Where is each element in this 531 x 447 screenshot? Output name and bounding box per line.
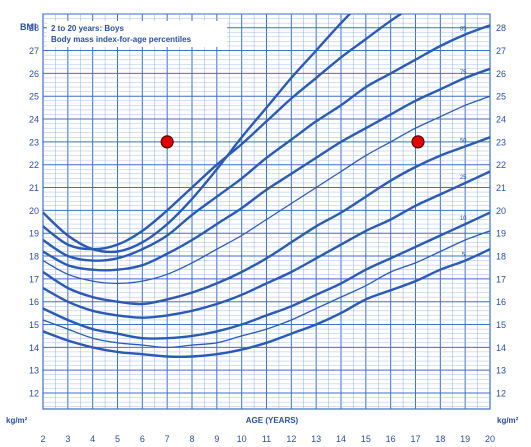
y-tick-label-right: 27 xyxy=(496,46,506,56)
y-tick-label-right: 25 xyxy=(496,92,506,102)
y-tick-label-left: 17 xyxy=(29,274,39,284)
percentile-curves xyxy=(43,14,490,358)
percentile-curve-25 xyxy=(43,170,490,319)
percentile-curve-50 xyxy=(43,136,490,306)
x-tick-label: 3 xyxy=(65,434,70,444)
x-tick-label: 14 xyxy=(336,434,346,444)
x-tick-label: 4 xyxy=(90,434,95,444)
percentile-curve-10 xyxy=(43,211,490,340)
chart-subtitle: Body mass index-for-age percentiles xyxy=(51,35,192,44)
x-tick-label: 15 xyxy=(361,434,371,444)
percentile-curve-90 xyxy=(43,14,404,251)
y-tick-label-right: 17 xyxy=(496,274,506,284)
y-tick-label-left: 20 xyxy=(29,206,39,216)
y-tick-label-right: 16 xyxy=(496,297,506,307)
y-tick-label-left: 13 xyxy=(29,366,39,376)
data-point-marker-2 xyxy=(411,135,425,149)
x-tick-label: 13 xyxy=(311,434,321,444)
curve-label-5: 5 xyxy=(461,253,465,259)
x-tick-label: 5 xyxy=(115,434,120,444)
x-tick-label: 7 xyxy=(165,434,170,444)
y-tick-label-right: 15 xyxy=(496,320,506,330)
y-tick-label-right: 26 xyxy=(496,69,506,79)
y-tick-labels-right: 12 13 14 15 16 17 18 19 20 21 22 23 24 25 26 27 28 xyxy=(496,23,506,398)
y-tick-label-left: 14 xyxy=(29,343,39,353)
data-markers xyxy=(160,135,425,149)
x-tick-label: 19 xyxy=(460,434,470,444)
chart-title-box: 2 to 20 years: Boys Body mass index-for-… xyxy=(47,21,227,47)
y-tick-label-right: 24 xyxy=(496,115,506,125)
percentile-curve-unlabeled-5 xyxy=(43,95,490,285)
percentile-curve-unlabeled-1 xyxy=(43,230,490,349)
x-tick-label: 2 xyxy=(40,434,45,444)
y-tick-label-right: 14 xyxy=(496,343,506,353)
y-tick-label-left: 19 xyxy=(29,229,39,239)
curve-label-85: 85 xyxy=(460,27,467,33)
percentile-curve-85 xyxy=(43,24,490,262)
y-unit-label-right: kg/m² xyxy=(497,416,519,425)
y-tick-label-right: 18 xyxy=(496,252,506,262)
percentile-curve-5 xyxy=(43,248,490,358)
y-axis-title: BMI xyxy=(20,22,37,32)
x-tick-label: 6 xyxy=(140,434,145,444)
curve-label-25: 25 xyxy=(460,175,467,181)
x-tick-label: 11 xyxy=(262,434,271,444)
x-tick-label: 16 xyxy=(386,434,396,444)
y-tick-label-right: 28 xyxy=(496,23,506,33)
data-point-marker-1 xyxy=(160,135,174,149)
y-tick-label-right: 20 xyxy=(496,206,506,216)
y-tick-label-left: 28 xyxy=(29,23,39,33)
x-tick-label: 10 xyxy=(237,434,247,444)
percentile-curve-95 xyxy=(43,14,352,254)
y-tick-label-right: 12 xyxy=(496,389,506,399)
y-tick-label-left: 12 xyxy=(29,389,39,399)
x-tick-label: 18 xyxy=(435,434,445,444)
curve-label-10: 10 xyxy=(460,216,467,222)
chart-title: 2 to 20 years: Boys xyxy=(51,24,124,33)
y-unit-label-left: kg/m² xyxy=(6,416,28,425)
x-tick-label: 9 xyxy=(214,434,219,444)
y-tick-label-left: 18 xyxy=(29,252,39,262)
y-tick-label-left: 22 xyxy=(29,160,39,170)
percentile-curve-75 xyxy=(43,67,490,272)
y-tick-labels-left: 12 13 14 15 16 17 18 19 20 21 22 23 24 25 26 27 28 xyxy=(29,23,39,398)
y-tick-label-right: 13 xyxy=(496,366,506,376)
y-tick-label-left: 16 xyxy=(29,297,39,307)
y-tick-label-left: 27 xyxy=(29,46,39,56)
x-tick-labels: 2 3 4 5 6 7 8 9 10 11 12 13 14 15 16 17 18 19 20 xyxy=(40,434,495,444)
y-tick-label-left: 26 xyxy=(29,69,39,79)
y-tick-label-right: 22 xyxy=(496,160,506,170)
y-tick-label-right: 23 xyxy=(496,137,506,147)
y-tick-label-right: 19 xyxy=(496,229,506,239)
y-tick-label-left: 23 xyxy=(29,137,39,147)
curve-label-50: 50 xyxy=(460,138,467,144)
x-tick-label: 12 xyxy=(286,434,296,444)
x-tick-label: 8 xyxy=(189,434,194,444)
y-tick-label-left: 24 xyxy=(29,115,39,125)
y-tick-label-left: 15 xyxy=(29,320,39,330)
x-tick-label: 17 xyxy=(410,434,420,444)
x-axis-label: AGE (YEARS) xyxy=(246,416,299,425)
y-tick-label-right: 21 xyxy=(496,183,506,193)
y-tick-label-left: 25 xyxy=(29,92,39,102)
curve-label-75: 75 xyxy=(460,70,467,76)
x-tick-label: 20 xyxy=(485,434,495,444)
curve-labels: 5 10 25 50 75 85 xyxy=(460,27,467,259)
y-tick-label-left: 21 xyxy=(29,183,39,193)
